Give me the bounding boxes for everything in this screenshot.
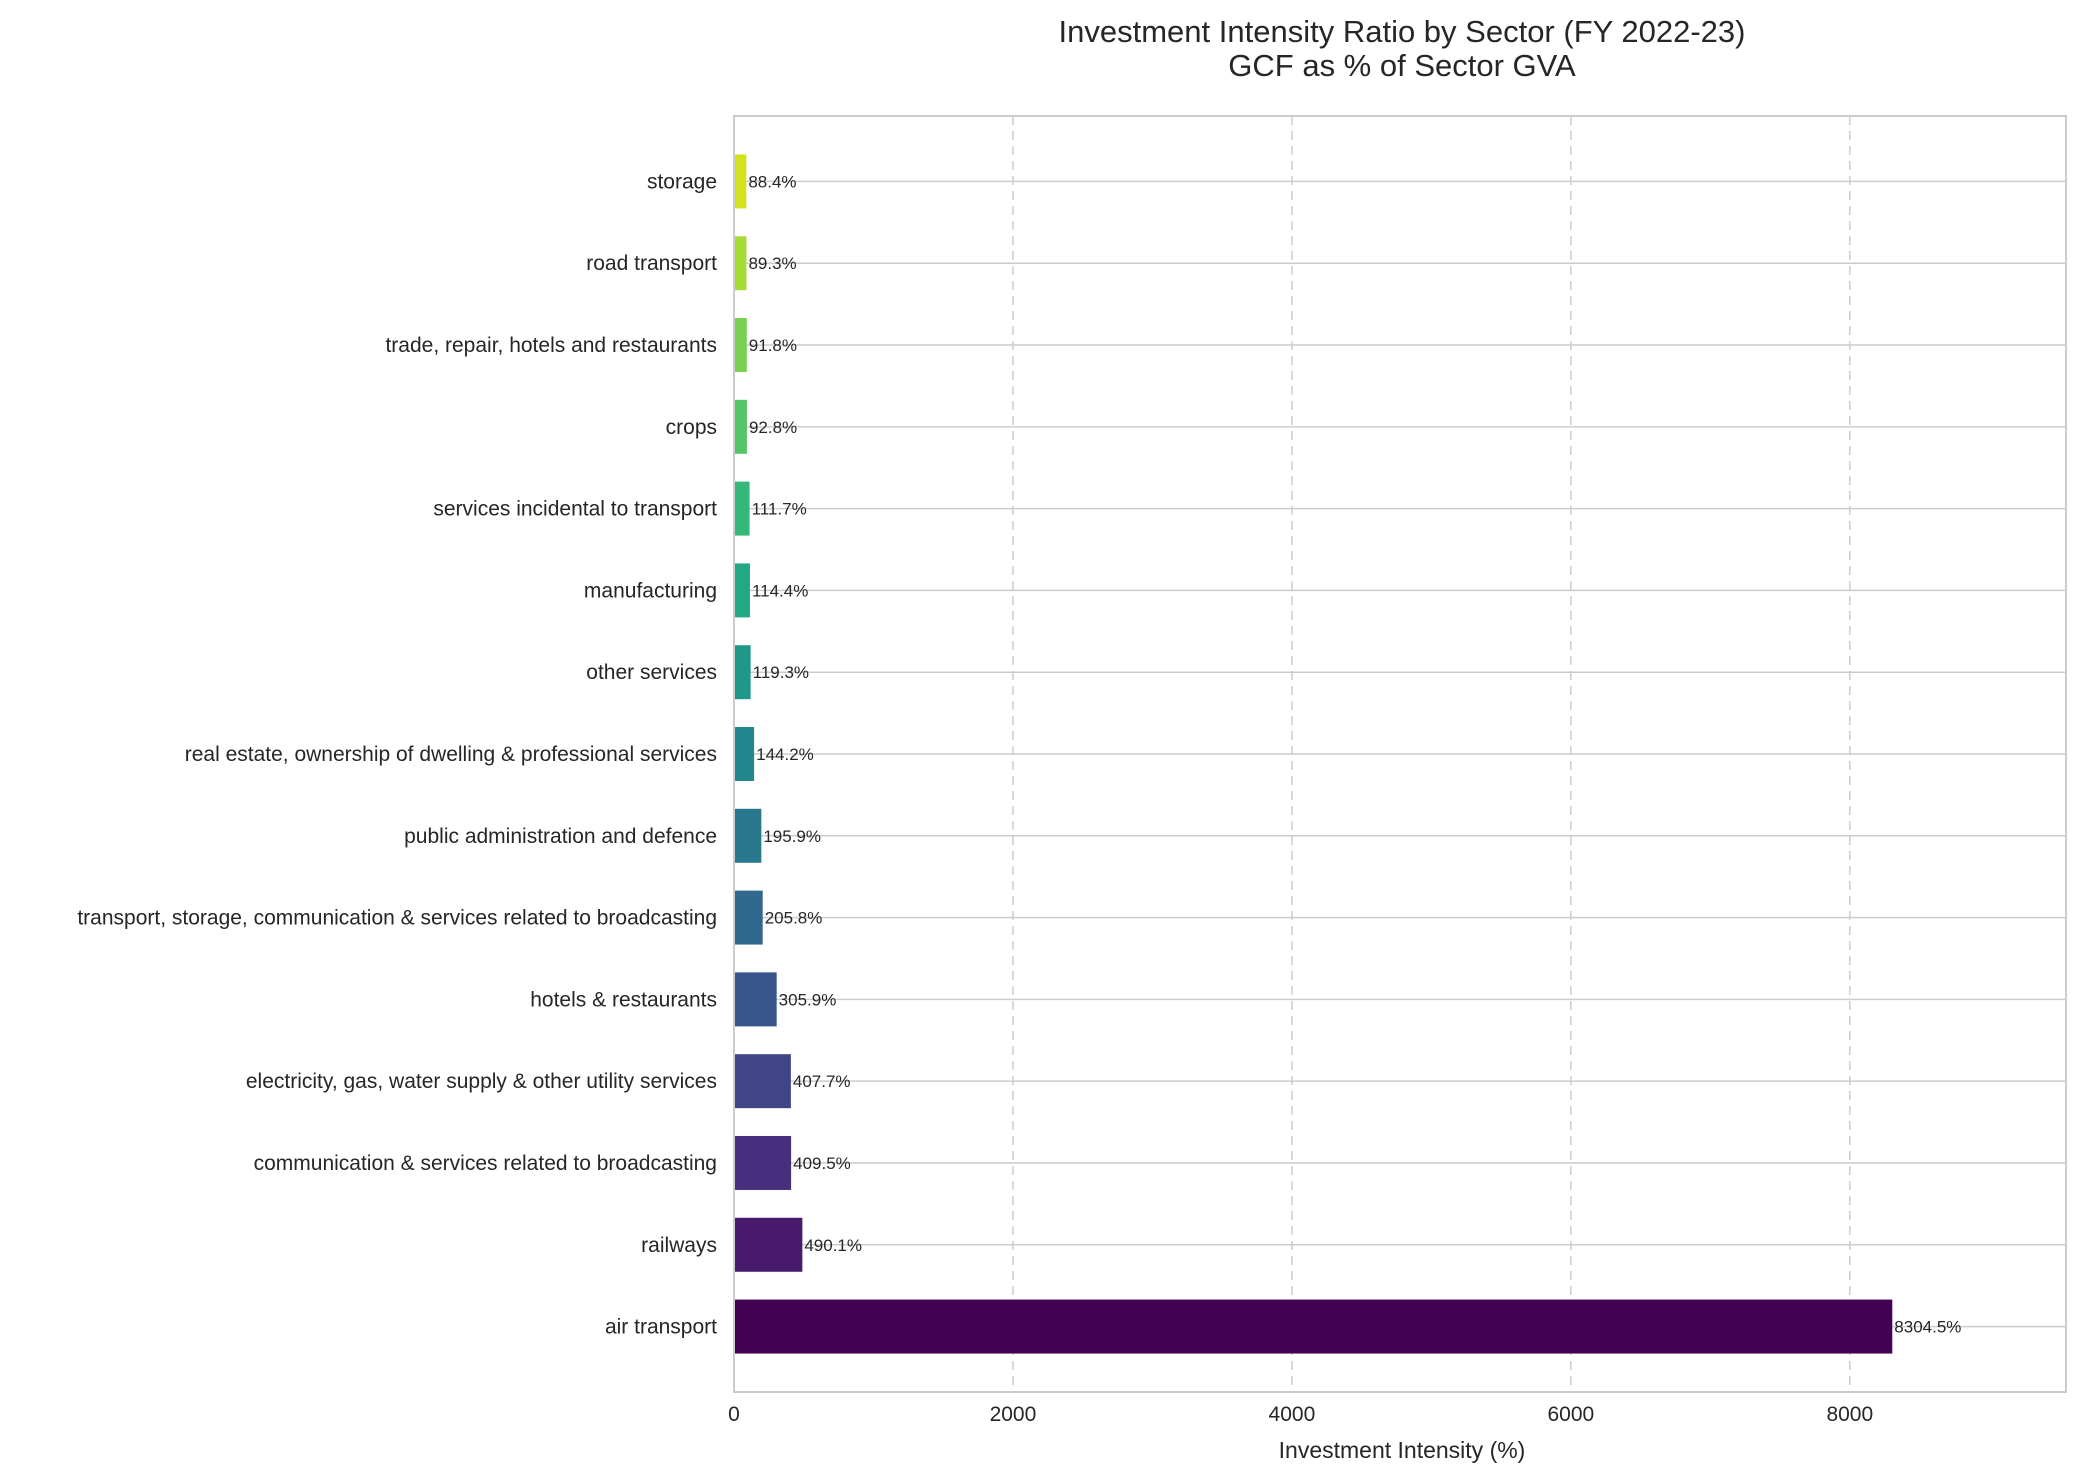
bar-value-label: 92.8% (749, 418, 797, 437)
x-tick-label: 2000 (990, 1403, 1037, 1426)
y-tick-label: air transport (605, 1316, 717, 1339)
bar (734, 1135, 792, 1190)
x-tick-label: 6000 (1547, 1403, 1594, 1426)
bar-value-label: 8304.5% (1894, 1318, 1961, 1337)
x-tick-label: 8000 (1826, 1403, 1873, 1426)
bar-value-label: 114.4% (752, 581, 808, 600)
bar (734, 645, 751, 700)
bar (734, 318, 747, 373)
bar-value-label: 88.4% (748, 172, 796, 191)
y-tick-label: road transport (586, 252, 717, 275)
x-tick-labels: 0 2000 4000 6000 8000 (728, 1403, 1873, 1426)
bar-value-label: 89.3% (748, 254, 796, 273)
bar (734, 1054, 791, 1109)
bar-value-label: 111.7% (752, 500, 807, 519)
bar-value-label: 119.3% (753, 663, 809, 682)
y-tick-labels: air transport railways communication & ser… (77, 170, 717, 1338)
bar (734, 1217, 803, 1272)
bar (734, 236, 747, 291)
x-axis-label: Investment Intensity (%) (1279, 1437, 1526, 1463)
y-tick-label: transport, storage, communication & serv… (77, 907, 717, 930)
bar (734, 972, 777, 1027)
bar-value-label: 144.2% (756, 745, 814, 764)
y-tick-label: storage (647, 170, 717, 193)
y-tick-label: communication & services related to broa… (254, 1152, 717, 1175)
y-tick-label: hotels & restaurants (530, 988, 717, 1011)
bars (734, 154, 1893, 1354)
bar-value-label: 205.8% (765, 909, 823, 928)
bar-value-label: 91.8% (749, 336, 797, 355)
chart-subtitle: GCF as % of Sector GVA (1228, 48, 1576, 83)
y-tick-label: crops (666, 416, 717, 439)
y-tick-label: other services (586, 661, 717, 684)
y-tick-label: real estate, ownership of dwelling & pro… (185, 743, 717, 766)
bar (734, 890, 763, 945)
y-gridlines (734, 180, 2066, 1328)
y-tick-label: electricity, gas, water supply & other u… (246, 1070, 717, 1093)
bar (734, 154, 747, 209)
bar (734, 808, 762, 863)
bar (734, 727, 755, 781)
bar-value-label: 409.5% (793, 1154, 851, 1173)
bar-value-label: 195.9% (763, 827, 821, 846)
y-tick-label: trade, repair, hotels and restaurants (385, 334, 717, 357)
x-tick-label: 0 (728, 1403, 740, 1426)
y-tick-label: public administration and defence (404, 825, 717, 848)
chart-title: Investment Intensity Ratio by Sector (FY… (1059, 14, 1746, 49)
x-tick-label: 4000 (1269, 1403, 1316, 1426)
data-labels: 8304.5% 490.1% 409.5% 407.7% 305.9% 205.8% 195… (748, 172, 1961, 1336)
y-tick-label: manufacturing (584, 579, 717, 602)
bar-value-label: 305.9% (779, 990, 837, 1009)
bar (734, 399, 747, 454)
plot-frame (733, 115, 2067, 1393)
bar (734, 1299, 1893, 1354)
bar-value-label: 490.1% (804, 1236, 862, 1255)
y-tick-label: railways (641, 1234, 717, 1257)
bar-value-label: 407.7% (793, 1072, 851, 1091)
bar (734, 481, 750, 536)
y-tick-label: services incidental to transport (433, 498, 717, 521)
bar (734, 563, 750, 618)
